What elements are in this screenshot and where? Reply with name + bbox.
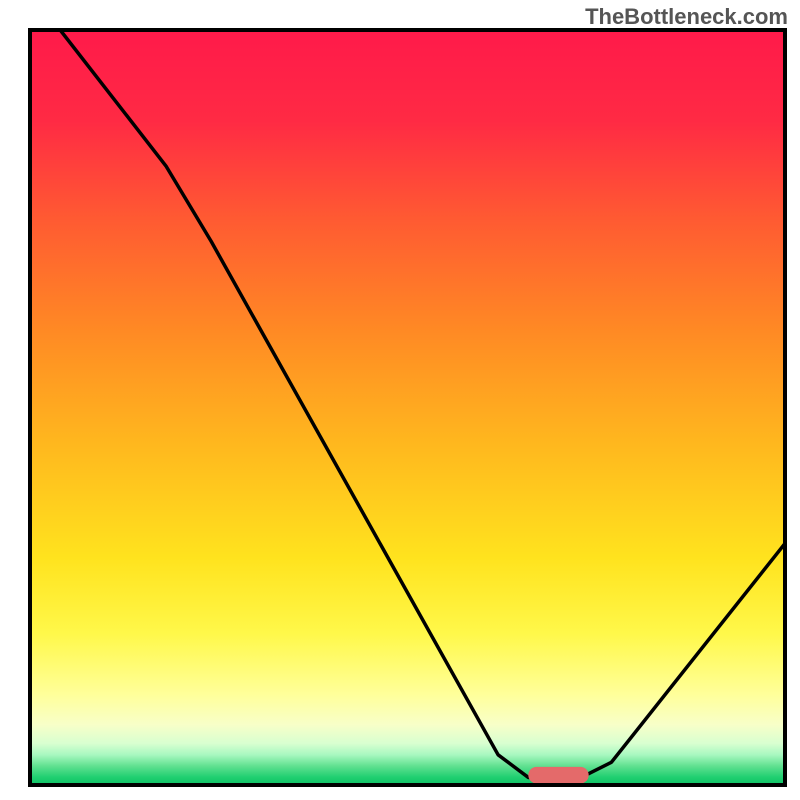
watermark-text: TheBottleneck.com xyxy=(585,4,788,30)
chart-container: TheBottleneck.com xyxy=(0,0,800,800)
bottleneck-chart xyxy=(0,0,800,800)
gradient-background xyxy=(30,30,785,785)
optimal-marker xyxy=(528,767,588,784)
